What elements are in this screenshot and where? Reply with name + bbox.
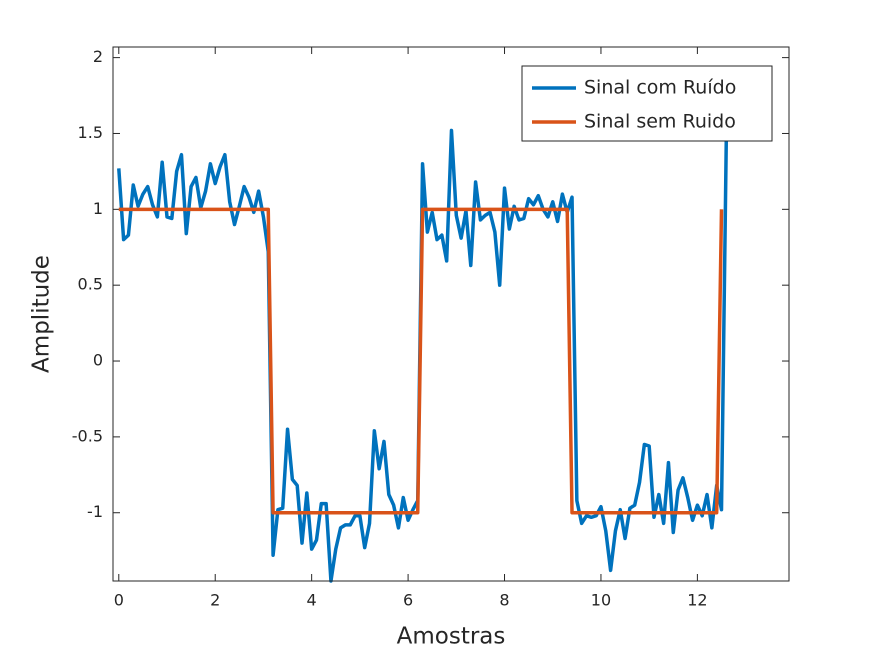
y-tick-label: 1.5 — [78, 123, 103, 142]
line — [117, 128, 729, 583]
y-tick-label: -1 — [87, 502, 103, 521]
y-tick-label: 2 — [93, 47, 103, 66]
y-axis-label: Amplitude — [29, 255, 55, 373]
x-tick-label: 4 — [307, 591, 317, 610]
x-tick-label: 12 — [687, 591, 707, 610]
axes-box — [112, 46, 790, 582]
x-tick-label: 0 — [114, 591, 124, 610]
legend-label: Sinal sem Ruido — [584, 111, 736, 133]
line — [118, 207, 724, 515]
legend-label: Sinal com Ruído — [584, 77, 736, 99]
x-axis-label: Amostras — [397, 624, 506, 650]
y-tick-label: 0 — [93, 351, 103, 370]
x-tick-label: 2 — [210, 591, 220, 610]
x-tick-label: 8 — [499, 591, 509, 610]
y-tick-label: 1 — [93, 199, 103, 218]
x-tick-label: 10 — [591, 591, 611, 610]
y-tick-label: 0.5 — [78, 275, 103, 294]
y-tick-label: -0.5 — [72, 426, 103, 445]
legend-box — [521, 65, 773, 142]
x-tick-label: 6 — [403, 591, 413, 610]
